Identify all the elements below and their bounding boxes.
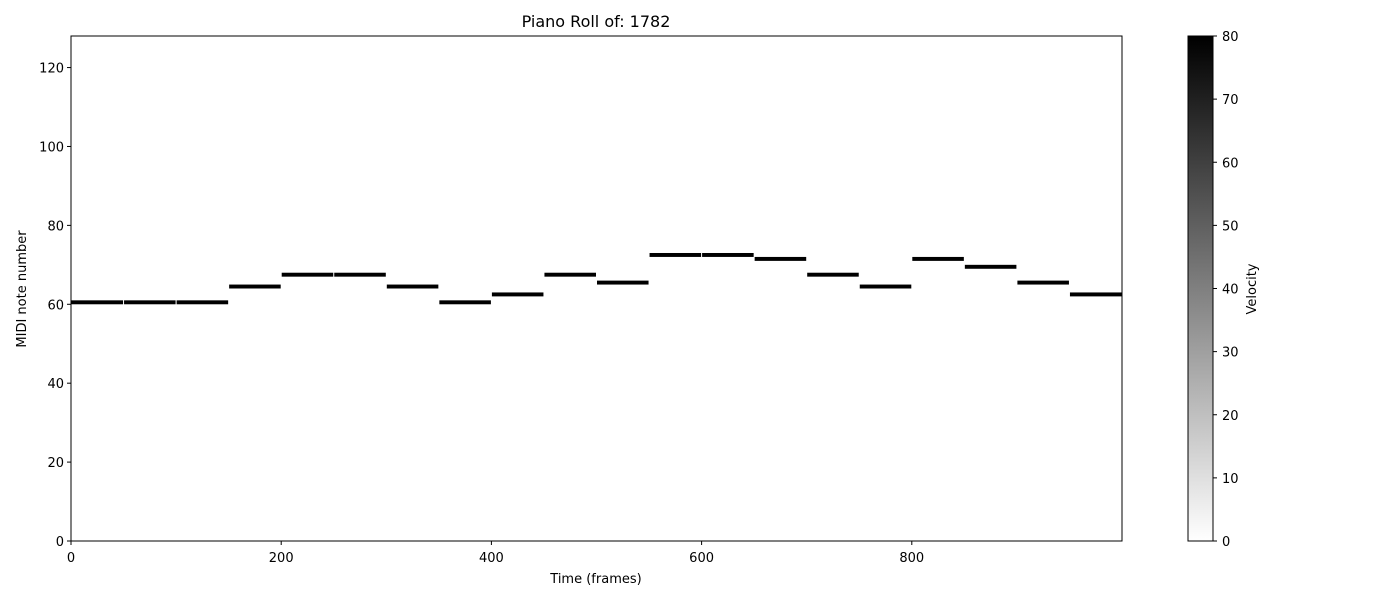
colorbar [1187, 35, 1214, 542]
plot-frame [70, 35, 1123, 542]
note-bar [334, 272, 386, 277]
x-tick-label: 0 [67, 551, 75, 566]
colorbar-ticks: 0 10 20 30 40 50 60 70 80 [1213, 30, 1239, 550]
x-tick-label: 400 [479, 551, 504, 566]
x-axis-ticks: 0 200 400 600 800 [67, 541, 924, 566]
colorbar-tick-label: 80 [1222, 30, 1239, 45]
colorbar-tick-label: 0 [1222, 535, 1230, 550]
x-tick-label: 200 [269, 551, 294, 566]
y-tick-label: 20 [47, 456, 64, 471]
note-bar [1017, 280, 1069, 285]
y-tick-label: 0 [56, 535, 64, 550]
colorbar-tick-label: 10 [1222, 472, 1239, 487]
colorbar-tick-label: 40 [1222, 283, 1239, 298]
y-tick-label: 100 [39, 140, 64, 155]
note-bar [807, 272, 859, 277]
colorbar-tick-label: 70 [1222, 93, 1239, 108]
note-bar [386, 284, 439, 289]
colorbar-tick-label: 20 [1222, 409, 1239, 424]
note-bar [912, 256, 964, 261]
note-bar [71, 300, 124, 305]
note-bar [176, 300, 229, 305]
note-bar [281, 272, 334, 277]
colorbar-tick-label: 50 [1222, 219, 1239, 234]
plot-area [71, 36, 1122, 541]
note-bar [491, 292, 544, 297]
chart-title: Piano Roll of: 1782 [522, 12, 671, 31]
y-axis-ticks: 0 20 40 60 80 100 120 [39, 62, 71, 550]
notes-layer [71, 252, 1122, 305]
colorbar-label: Velocity [1245, 263, 1260, 314]
note-bar [544, 272, 596, 277]
note-bar [597, 280, 649, 285]
note-bar [964, 264, 1017, 269]
note-bar [1069, 292, 1122, 297]
note-bar [702, 252, 754, 257]
y-tick-label: 120 [39, 62, 64, 77]
note-bar [754, 256, 807, 261]
colorbar-tick-label: 60 [1222, 156, 1239, 171]
x-tick-label: 800 [899, 551, 924, 566]
note-bar [439, 300, 491, 305]
note-bar [124, 300, 176, 305]
colorbar-tick-label: 30 [1222, 346, 1239, 361]
y-tick-label: 60 [47, 298, 64, 313]
note-bar [649, 252, 702, 257]
y-tick-label: 80 [47, 219, 64, 234]
y-axis-label: MIDI note number [15, 230, 30, 348]
note-bar [859, 284, 912, 289]
y-tick-label: 40 [47, 377, 64, 392]
note-bar [229, 284, 281, 289]
x-axis-label: Time (frames) [549, 572, 641, 587]
x-tick-label: 600 [689, 551, 714, 566]
